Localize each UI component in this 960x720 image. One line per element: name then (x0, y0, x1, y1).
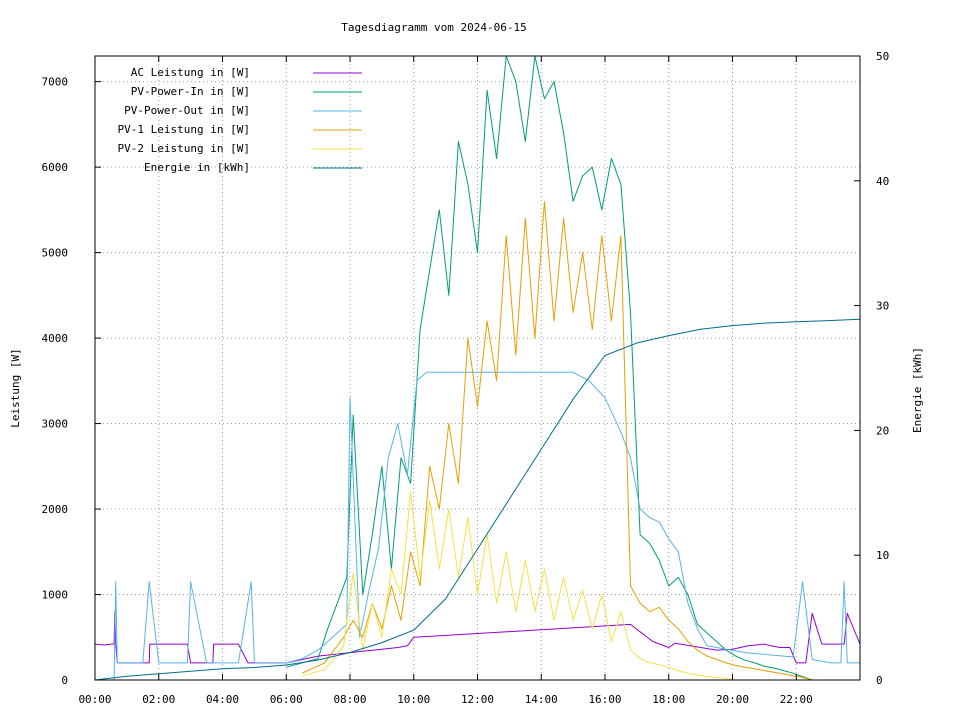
series-lines (94, 55, 861, 681)
x-tick-label: 00:00 (78, 693, 111, 706)
legend: AC Leistung in [W] PV-Power-In in [W] PV-P… (118, 66, 362, 174)
y2-tick-label: 30 (876, 300, 889, 313)
series-line-6 (94, 318, 861, 681)
y-tick-label: 0 (61, 674, 68, 687)
chart-title: Tagesdiagramm vom 2024-06-15 (341, 21, 526, 34)
x-tick-label: 04:00 (206, 693, 239, 706)
legend-label: AC Leistung in [W] (131, 66, 250, 79)
series-line-5 (302, 491, 736, 681)
y2-tick-label: 20 (876, 424, 889, 437)
x-tick-label: 12:00 (461, 693, 494, 706)
y-tick-label: 2000 (42, 503, 69, 516)
grid-lines (95, 56, 860, 680)
x-tick-label: 06:00 (270, 693, 303, 706)
legend-label: PV-2 Leistung in [W] (118, 142, 250, 155)
x-tick-label: 22:00 (780, 693, 813, 706)
x-tick-label: 10:00 (397, 693, 430, 706)
legend-label: PV-1 Leistung in [W] (118, 123, 250, 136)
series-line-3 (95, 371, 860, 681)
x-tick-label: 16:00 (588, 693, 621, 706)
y2-tick-label: 10 (876, 549, 889, 562)
series-line-2 (286, 55, 813, 681)
y-tick-label: 7000 (42, 76, 69, 89)
y-tick-label: 3000 (42, 418, 69, 431)
y-tick-label: 5000 (42, 247, 69, 260)
y2-axis-label: Energie [kWh] (911, 347, 924, 433)
x-tick-label: 08:00 (333, 693, 366, 706)
y2-tick-label: 50 (876, 50, 889, 63)
legend-label: PV-Power-In in [W] (131, 85, 250, 98)
series-line-4 (301, 200, 813, 681)
y-tick-label: 6000 (42, 161, 69, 174)
legend-label: PV-Power-Out in [W] (124, 104, 250, 117)
y-axis-label: Leistung [W] (9, 348, 22, 427)
x-tick-label: 02:00 (142, 693, 175, 706)
x-tick-label: 18:00 (652, 693, 685, 706)
y2-tick-label: 0 (876, 674, 883, 687)
x-tick-label: 20:00 (716, 693, 749, 706)
legend-label: Energie in [kWh] (144, 161, 250, 174)
y-tick-label: 1000 (42, 589, 69, 602)
y2-tick-label: 40 (876, 175, 889, 188)
series-line-1 (94, 611, 861, 664)
x-tick-label: 14:00 (525, 693, 558, 706)
y-tick-label: 4000 (42, 332, 69, 345)
axis-ticks: 00:00 02:00 04:00 06:00 08:00 10:00 12:00 14:00… (42, 50, 890, 706)
